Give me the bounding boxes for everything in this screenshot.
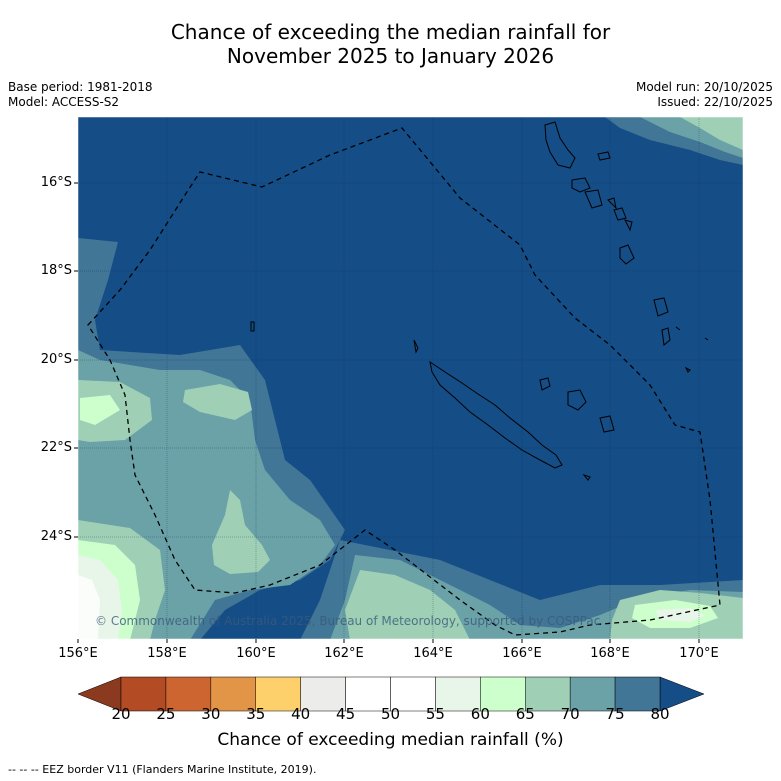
colorbar-cell (345, 676, 391, 712)
band-60-65-e (345, 570, 470, 639)
colorbar-tick-label: 75 (605, 705, 625, 723)
new-caledonia-coastline (429, 360, 563, 469)
map-frame (77, 116, 744, 640)
copyright-notice: © Commonwealth of Australia 2025, Bureau… (95, 614, 601, 628)
base-period: Base period: 1981-2018 (8, 80, 153, 94)
lon-label-168e: 168°E (590, 646, 630, 661)
colorbar-cell (300, 676, 346, 712)
issued-date: Issued: 22/10/2025 (657, 95, 773, 109)
colorbar-cell (390, 676, 436, 712)
eez-footnote: -- -- -- EEZ border V11 (Flanders Marine… (8, 763, 317, 776)
axis-ticks (74, 182, 700, 643)
colorbar-tick-label: 55 (425, 705, 445, 723)
meta-left: Base period: 1981-2018 Model: ACCESS-S2 (8, 80, 153, 110)
band-60-65-d (212, 490, 270, 574)
lat-label-24s: 24°S (40, 529, 72, 544)
lat-label-16s: 16°S (40, 175, 72, 190)
colorbar-cell (165, 676, 212, 712)
lon-label-160e: 160°E (236, 646, 276, 661)
colorbar-cell (480, 676, 526, 712)
colorbar-tick-label: 80 (650, 705, 670, 723)
colorbar-tick-label: 40 (291, 705, 311, 723)
colorbar-tick-label: 60 (470, 705, 490, 723)
colorbar-title: Chance of exceeding median rainfall (%) (217, 730, 564, 750)
band-60-65-ne (680, 117, 743, 150)
lat-label-20s: 20°S (40, 352, 72, 367)
colorbar-cell (525, 676, 571, 712)
lon-label-170e: 170°E (679, 646, 719, 661)
lon-label-166e: 166°E (502, 646, 542, 661)
colorbar-cell (569, 676, 616, 712)
colorbar-cell (255, 676, 301, 712)
lat-label-22s: 22°S (40, 440, 72, 455)
colorbar-cell (435, 676, 481, 712)
colorbar-tick-label: 35 (246, 705, 266, 723)
model-run: Model run: 20/10/2025 (635, 80, 773, 94)
colorbar-tick-label: 20 (111, 705, 131, 723)
map-title: Chance of exceeding the median rainfall … (0, 20, 781, 68)
colorbar-tick-label: 50 (380, 705, 401, 723)
band-55-60-a (80, 395, 120, 425)
band-60-65-b (183, 384, 252, 420)
vanuatu-coastline (544, 121, 709, 373)
lat-label-18s: 18°S (40, 263, 72, 278)
meta-right: Model run: 20/10/2025 Issued: 22/10/2025 (636, 80, 773, 110)
colorbar-tick-label: 30 (201, 705, 221, 723)
lon-label-164e: 164°E (413, 646, 453, 661)
graticule (78, 117, 743, 639)
colorbar-tick-label: 65 (515, 705, 535, 723)
title-line-1: Chance of exceeding the median rainfall … (170, 20, 611, 44)
loyalty-islands (539, 377, 615, 481)
lon-label-158e: 158°E (147, 646, 187, 661)
colorbar-tick-label: 45 (336, 705, 356, 723)
title-line-2: November 2025 to January 2026 (226, 44, 555, 68)
lon-label-156e: 156°E (58, 646, 98, 661)
colorbar-cell (614, 676, 661, 712)
chesterfield-island (250, 321, 255, 332)
belep-islands (413, 339, 419, 354)
band-50-55-east (655, 608, 705, 622)
probability-field (78, 117, 743, 639)
model-name: Model: ACCESS-S2 (8, 95, 120, 109)
colorbar-tick-label: 70 (560, 705, 580, 723)
band-45-50 (78, 575, 100, 639)
colorbar (77, 676, 705, 712)
lon-label-162e: 162°E (324, 646, 364, 661)
colorbar-cell (210, 676, 256, 712)
colorbar-tick-label: 25 (156, 705, 176, 723)
